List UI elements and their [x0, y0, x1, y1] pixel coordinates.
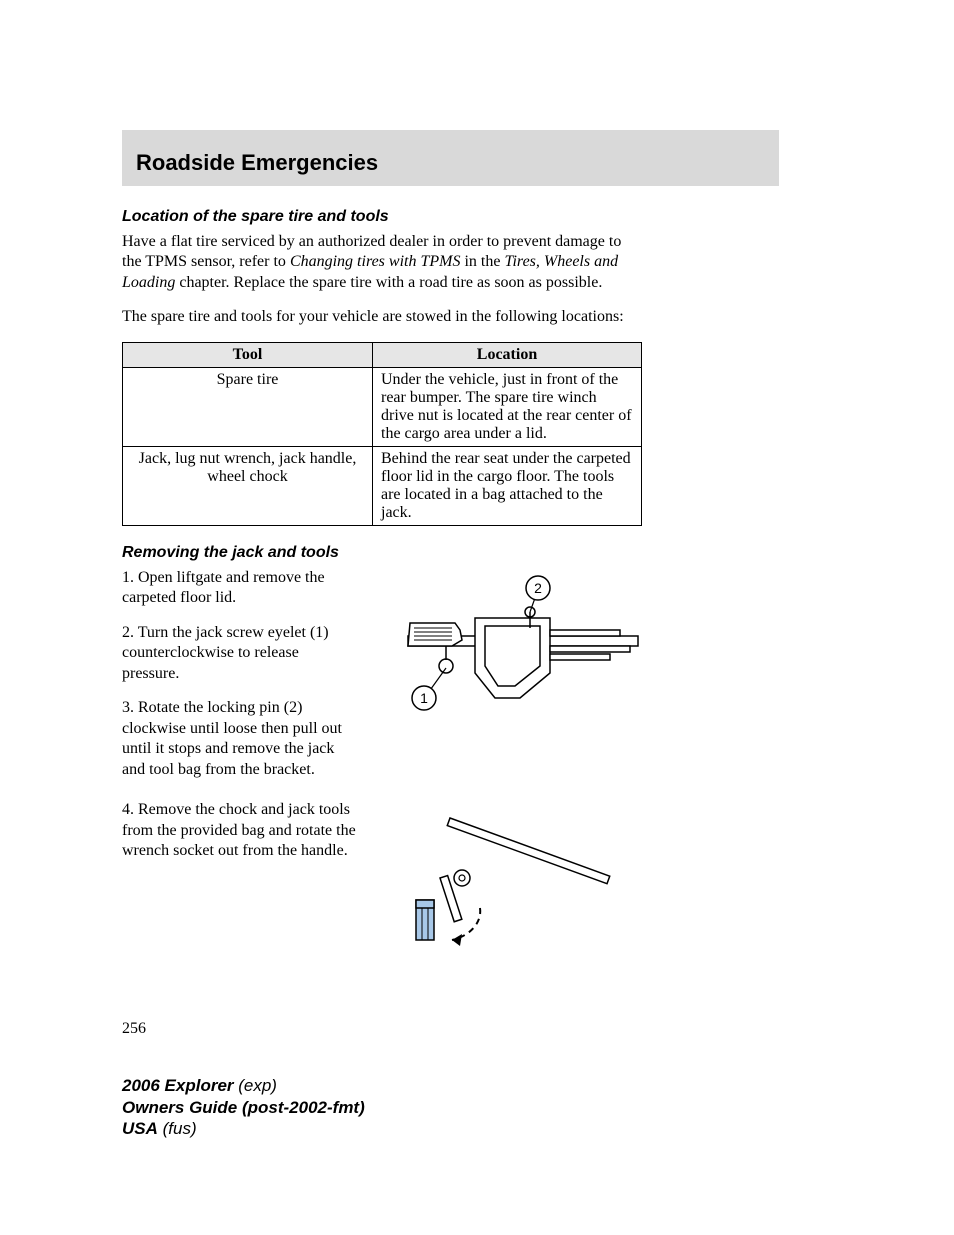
footer-model-suffix: (exp) [234, 1076, 277, 1095]
intro-paragraph-2: The spare tire and tools for your vehicl… [122, 307, 642, 327]
section-title: Roadside Emergencies [136, 150, 765, 176]
text-run: chapter. Replace the spare tire with a r… [175, 274, 602, 291]
col-header-location: Location [373, 342, 642, 367]
wrench-rotate-diagram [380, 800, 660, 950]
callout-2-label: 2 [534, 580, 542, 596]
subheading-removing-jack: Removing the jack and tools [122, 544, 779, 562]
table-header-row: Tool Location [123, 342, 642, 367]
step-4: 4. Remove the chock and jack tools from … [122, 800, 360, 861]
footer-line-3: USA (fus) [122, 1118, 365, 1139]
footer-region: USA [122, 1119, 158, 1138]
text-run-italic: Changing tires with TPMS [290, 253, 461, 270]
footer-line-1: 2006 Explorer (exp) [122, 1075, 365, 1096]
table-row: Jack, lug nut wrench, jack handle, wheel… [123, 446, 642, 525]
step-block-1: 1. Open liftgate and remove the carpeted… [122, 568, 779, 794]
footer-line-2: Owners Guide (post-2002-fmt) [122, 1097, 365, 1118]
page-number: 256 [122, 1020, 779, 1038]
subheading-spare-location: Location of the spare tire and tools [122, 208, 779, 226]
cell-location: Under the vehicle, just in front of the … [373, 367, 642, 446]
diagram-2 [380, 800, 779, 950]
section-header-bar: Roadside Emergencies [122, 130, 779, 186]
col-header-tool: Tool [123, 342, 373, 367]
text-run: in the [460, 253, 504, 270]
cell-tool: Jack, lug nut wrench, jack handle, wheel… [123, 446, 373, 525]
page: Roadside Emergencies Location of the spa… [0, 0, 954, 1235]
step-3: 3. Rotate the locking pin (2) clockwise … [122, 698, 360, 780]
table-row: Spare tire Under the vehicle, just in fr… [123, 367, 642, 446]
cell-tool: Spare tire [123, 367, 373, 446]
diagram-1: 1 2 [380, 568, 779, 738]
step-2: 2. Turn the jack screw eyelet (1) counte… [122, 623, 360, 684]
jack-bracket-diagram: 1 2 [380, 568, 660, 738]
footer-region-suffix: (fus) [158, 1119, 197, 1138]
footer-block: 2006 Explorer (exp) Owners Guide (post-2… [122, 1075, 365, 1139]
steps-text-col: 4. Remove the chock and jack tools from … [122, 800, 360, 875]
footer-model: 2006 Explorer [122, 1076, 234, 1095]
cell-location: Behind the rear seat under the carpeted … [373, 446, 642, 525]
tool-location-table: Tool Location Spare tire Under the vehic… [122, 342, 642, 526]
step-block-2: 4. Remove the chock and jack tools from … [122, 800, 779, 950]
callout-1-label: 1 [420, 690, 428, 706]
steps-text-col: 1. Open liftgate and remove the carpeted… [122, 568, 360, 794]
step-1: 1. Open liftgate and remove the carpeted… [122, 568, 360, 609]
intro-paragraph-1: Have a flat tire serviced by an authoriz… [122, 232, 642, 293]
